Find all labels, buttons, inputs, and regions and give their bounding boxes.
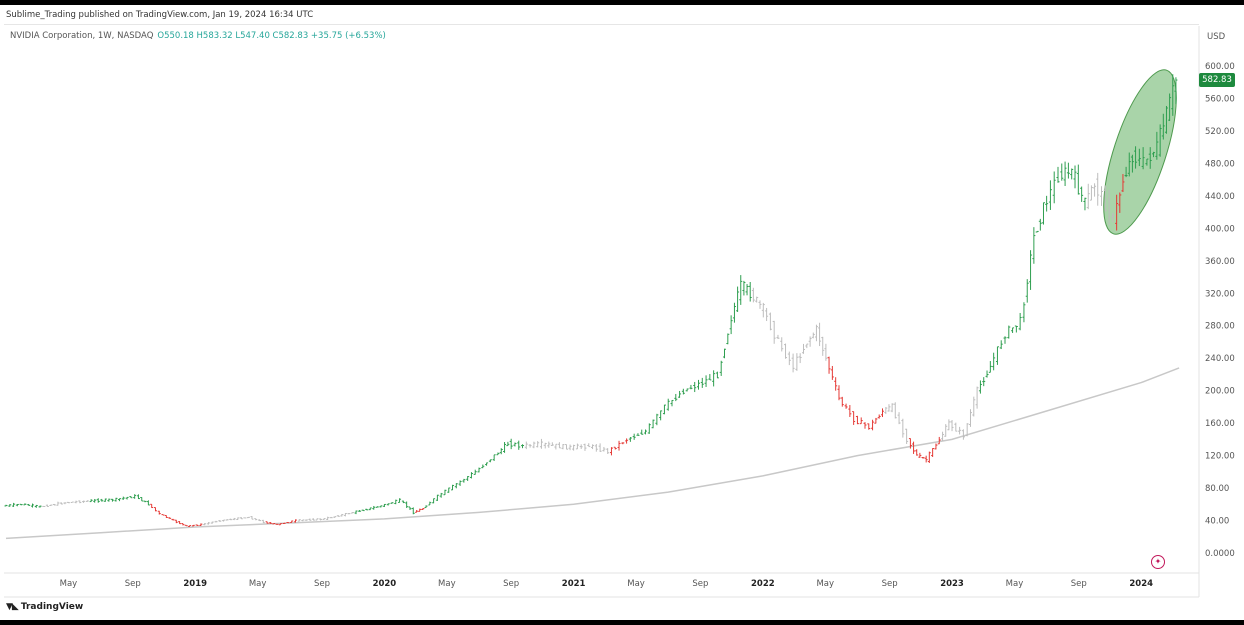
y-tick-label: 360.00 — [1205, 257, 1235, 267]
tv-mark-icon: ▼◣ — [6, 602, 19, 612]
y-tick-label: 280.00 — [1205, 322, 1235, 332]
y-tick-label: 120.00 — [1205, 452, 1235, 462]
x-tick-label: May — [60, 579, 78, 589]
y-tick-label: 240.00 — [1205, 354, 1235, 364]
top-border — [0, 0, 1244, 5]
x-tick-label: May — [816, 579, 834, 589]
publish-info: Sublime_Trading published on TradingView… — [6, 10, 314, 20]
x-tick-label: Sep — [125, 579, 141, 589]
x-tick-label: Sep — [1071, 579, 1087, 589]
chart-frame — [4, 24, 1199, 598]
x-tick-label: Sep — [692, 579, 708, 589]
sma-line — [5, 367, 1180, 540]
y-tick-label: 520.00 — [1205, 127, 1235, 137]
last-price-tag: 582.83 — [1199, 73, 1235, 87]
y-tick-label: 0.0000 — [1205, 549, 1235, 559]
bottom-border — [0, 620, 1244, 625]
symbol-name: NVIDIA Corporation, 1W, NASDAQ — [10, 31, 154, 41]
highlight-ellipse — [1103, 69, 1177, 235]
y-tick-label: 160.00 — [1205, 419, 1235, 429]
x-tick-label: May — [249, 579, 267, 589]
x-tick-label: 2022 — [751, 579, 775, 589]
x-tick-label: 2024 — [1129, 579, 1153, 589]
x-tick-label: 2020 — [373, 579, 397, 589]
x-tick-label: 2023 — [940, 579, 964, 589]
y-tick-label: 40.00 — [1205, 517, 1229, 527]
star-icon[interactable]: ✦ — [1151, 555, 1165, 569]
x-tick-label: 2019 — [183, 579, 207, 589]
x-tick-label: May — [627, 579, 645, 589]
symbol-legend: NVIDIA Corporation, 1W, NASDAQ O550.18 H… — [10, 31, 386, 41]
y-tick-label: 320.00 — [1205, 289, 1235, 299]
x-tick-label: 2021 — [562, 579, 586, 589]
x-tick-label: May — [1006, 579, 1024, 589]
y-tick-label: 440.00 — [1205, 192, 1235, 202]
x-tick-label: Sep — [314, 579, 330, 589]
y-tick-label: 600.00 — [1205, 62, 1235, 72]
y-tick-label: 560.00 — [1205, 94, 1235, 104]
y-tick-label: 200.00 — [1205, 387, 1235, 397]
tradingview-logo: ▼◣ TradingView — [6, 602, 83, 612]
y-tick-label: 80.00 — [1205, 484, 1229, 494]
y-tick-label: 400.00 — [1205, 224, 1235, 234]
x-tick-label: May — [438, 579, 456, 589]
brand-name: TradingView — [20, 602, 84, 612]
x-tick-label: Sep — [882, 579, 898, 589]
currency-label: USD — [1207, 32, 1226, 42]
y-tick-label: 480.00 — [1205, 159, 1235, 169]
ohlc-values: O550.18 H583.32 L547.40 C582.83 +35.75 (… — [157, 31, 386, 41]
x-tick-label: Sep — [503, 579, 519, 589]
